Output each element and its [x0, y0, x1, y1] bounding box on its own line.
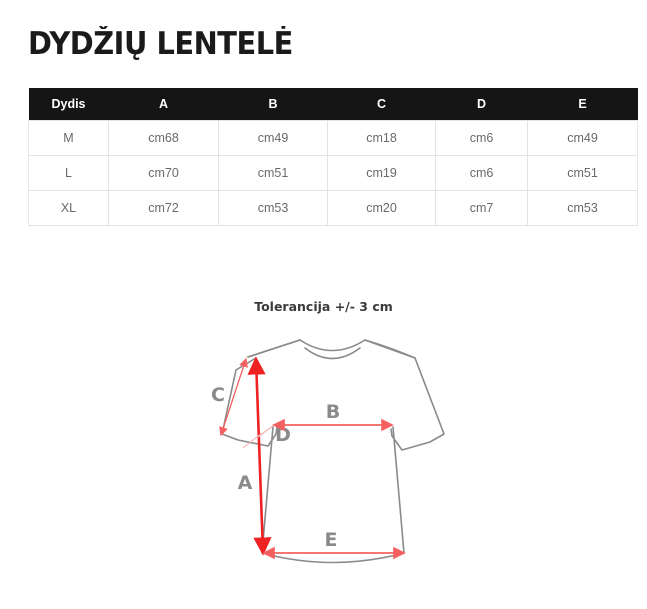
measure-label-a: A — [238, 472, 253, 494]
cell-d: cm6 — [435, 120, 528, 156]
column-header-e: E — [527, 88, 638, 121]
measure-arrow-a — [247, 356, 272, 556]
measure-arrow-c — [219, 357, 248, 437]
cell-c: cm18 — [327, 120, 436, 156]
cell-size: XL — [28, 190, 109, 226]
measure-label-c: C — [211, 384, 225, 406]
tolerance-note: Tolerancija +/- 3 cm — [254, 299, 393, 314]
cell-c: cm19 — [327, 155, 436, 191]
column-header-b: B — [218, 88, 328, 121]
size-chart-table: Dydis A B C D E M cm68 cm49 cm18 cm6 cm4… — [28, 88, 638, 226]
column-header-size: Dydis — [28, 88, 109, 121]
cell-b: cm49 — [218, 120, 328, 156]
measure-arrow-d — [257, 424, 275, 438]
column-header-a: A — [108, 88, 219, 121]
cell-size: L — [28, 155, 109, 191]
cell-c: cm20 — [327, 190, 436, 226]
measure-arrow-d-stem — [242, 432, 263, 449]
cell-a: cm72 — [108, 190, 219, 226]
page-title: DYDŽIŲ LENTELĖ — [28, 26, 293, 62]
table-row: M cm68 cm49 cm18 cm6 cm49 — [28, 120, 638, 156]
cell-size: M — [28, 120, 109, 156]
cell-a: cm68 — [108, 120, 219, 156]
tshirt-measurement-diagram: C A D B E — [0, 330, 647, 580]
column-header-d: D — [435, 88, 528, 121]
table-header-row: Dydis A B C D E — [28, 88, 638, 121]
cell-e: cm51 — [527, 155, 638, 191]
cell-d: cm6 — [435, 155, 528, 191]
measure-label-b: B — [326, 401, 340, 423]
cell-e: cm49 — [527, 120, 638, 156]
table-row: L cm70 cm51 cm19 cm6 cm51 — [28, 155, 638, 191]
column-header-c: C — [327, 88, 436, 121]
tshirt-outline-shape — [221, 339, 445, 564]
measure-label-e: E — [325, 529, 338, 551]
table-row: XL cm72 cm53 cm20 cm7 cm53 — [28, 190, 638, 226]
cell-b: cm51 — [218, 155, 328, 191]
cell-b: cm53 — [218, 190, 328, 226]
cell-e: cm53 — [527, 190, 638, 226]
cell-a: cm70 — [108, 155, 219, 191]
cell-d: cm7 — [435, 190, 528, 226]
measure-label-d: D — [275, 424, 291, 446]
